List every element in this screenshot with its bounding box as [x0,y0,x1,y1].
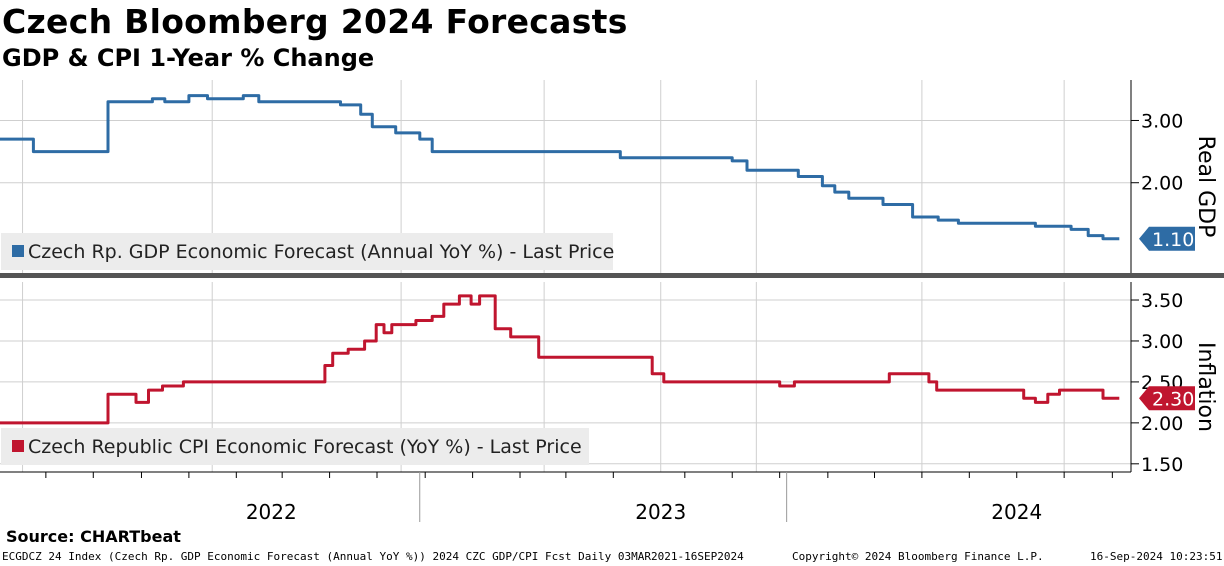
legend-swatch [12,245,24,257]
panel-divider [0,273,1224,278]
gdp-last-value-tag: 1.10 [1139,226,1195,251]
legend-background [1,233,613,270]
y-tick-label: 2.00 [1141,413,1183,435]
gdp-forecast-line [0,94,1120,241]
cpi-last-value-tag: 2.30 [1139,386,1195,411]
copyright-note: Copyright© 2024 Bloomberg Finance L.P. [792,550,1044,563]
y-tick-label: 3.00 [1141,331,1183,353]
last-value-label: 1.10 [1152,229,1194,251]
legend-background [1,428,589,465]
y-tick-label: 2.00 [1141,173,1183,195]
y-tick-label: 1.50 [1141,454,1183,476]
legend-label: Czech Rp. GDP Economic Forecast (Annual … [28,241,614,263]
last-value-label: 2.30 [1152,388,1194,410]
chart-subtitle: GDP & CPI 1-Year % Change [2,44,375,72]
x-tick-label: 2022 [246,500,297,524]
cpi-forecast-line [0,294,1120,425]
x-tick-label: 2024 [991,500,1042,524]
gdp-legend: Czech Rp. GDP Economic Forecast (Annual … [1,233,614,270]
x-tick-label: 2023 [635,500,686,524]
last-value-background [1139,386,1195,411]
cpi-legend: Czech Republic CPI Economic Forecast (Yo… [1,428,589,465]
legend-swatch [12,440,24,452]
source-note: Source: CHARTbeat [6,527,181,546]
timestamp: 16-Sep-2024 10:23:51 [1090,550,1223,563]
security-description: ECGDCZ 24 Index (Czech Rp. GDP Economic … [2,550,744,563]
chart-title: Czech Bloomberg 2024 Forecasts [2,2,628,41]
y-tick-label: 3.50 [1141,290,1183,312]
y-tick-label: 3.00 [1141,110,1183,132]
cpi-axis-title: Inflation [1193,342,1218,432]
legend-label: Czech Republic CPI Economic Forecast (Yo… [28,436,582,458]
last-value-background [1139,226,1195,251]
gdp-axis-title: Real GDP [1193,136,1218,238]
